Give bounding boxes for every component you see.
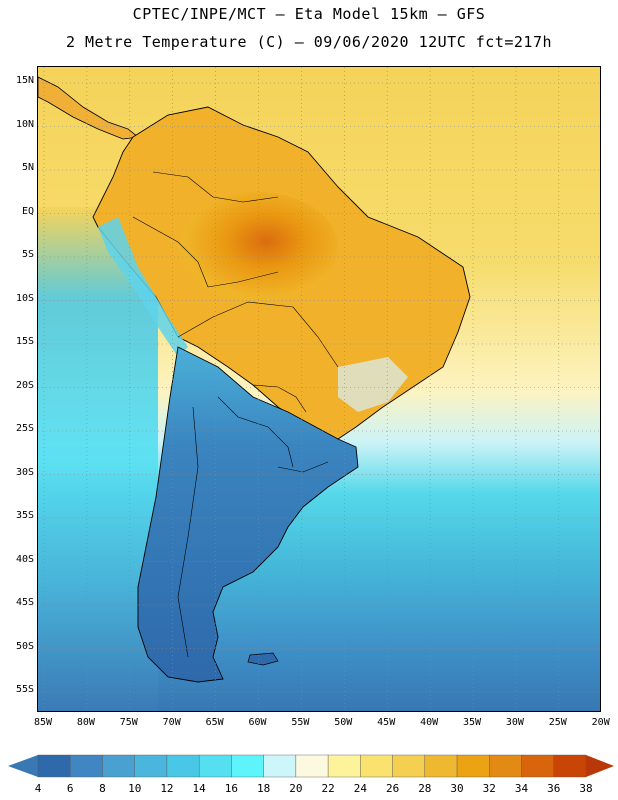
longitude-tick-label: 25W <box>548 717 567 728</box>
longitude-tick-label: 65W <box>205 717 224 728</box>
latitude-tick-label: 15S <box>15 336 34 347</box>
country-borders <box>132 171 339 658</box>
colorbar-box <box>263 754 297 778</box>
colorbar-tick-label: 24 <box>353 782 367 795</box>
longitude-tick-label: 30W <box>505 717 524 728</box>
colorbar-box <box>102 754 135 778</box>
map-canvas <box>38 67 600 711</box>
latitude-tick-label: 10S <box>15 292 34 304</box>
colorbar-tick-label: 30 <box>450 782 464 795</box>
colorbar-box <box>392 754 426 778</box>
longitude-tick-label: 75W <box>119 717 138 728</box>
colorbar-tick-label: 4 <box>34 782 42 795</box>
colorbar-tick-label: 10 <box>128 782 142 795</box>
chart-title-line1: CPTEC/INPE/MCT – Eta Model 15km – GFS <box>132 5 486 23</box>
longitude-tick-label: 40W <box>420 717 439 728</box>
temperature-map <box>37 66 601 712</box>
latitude-tick-label: EQ <box>21 205 34 217</box>
amazon-hot-zone <box>178 192 338 302</box>
latitude-tick-label: 5S <box>21 249 34 260</box>
latitude-tick-label: 50S <box>15 640 34 652</box>
colorbar-tick-label: 20 <box>289 782 303 795</box>
southern-cone <box>137 346 359 683</box>
colorbar-tick-label: 22 <box>321 782 335 795</box>
colorbar-box <box>553 754 587 778</box>
colorbar-box <box>231 754 264 778</box>
colorbar-box <box>166 754 200 778</box>
colorbar-tick-label: 26 <box>385 782 400 795</box>
latitude-tick-label: 10N <box>15 118 34 130</box>
colorbar-tick-label: 12 <box>160 782 174 795</box>
longitude-tick-label: 85W <box>33 717 53 728</box>
longitude-tick-label: 20W <box>591 717 610 728</box>
colorbar-tick-label: 32 <box>482 782 496 795</box>
latitude-tick-label: 30S <box>15 466 34 478</box>
longitude-tick-label: 50W <box>334 717 353 728</box>
colorbar-box <box>327 754 361 778</box>
colorbar-box <box>198 754 232 778</box>
colorbar-tick-label: 38 <box>579 782 593 795</box>
latitude-tick-label: 25S <box>15 423 34 434</box>
latitude-tick-label: 5N <box>21 162 34 173</box>
colorbar-box <box>489 754 522 778</box>
colorbar-box <box>134 754 168 778</box>
colorbar-box <box>456 754 490 778</box>
colorbar-tick-label: 8 <box>99 782 106 795</box>
colorbar-tick-label: 16 <box>224 782 239 795</box>
longitude-tick-label: 55W <box>291 717 310 728</box>
latitude-tick-label: 15N <box>15 75 34 86</box>
longitude-tick-label: 60W <box>248 717 267 728</box>
latitude-tick-label: 20S <box>15 379 34 391</box>
colorbar-tick-label: 18 <box>257 782 271 795</box>
colorbar <box>8 754 614 778</box>
andes-strip <box>98 217 188 357</box>
colorbar-tick-label: 34 <box>514 782 529 795</box>
longitude-tick-label: 45W <box>377 717 396 728</box>
colorbar-box <box>360 754 393 778</box>
colorbar-box <box>424 754 458 778</box>
colorbar-tick-label: 6 <box>66 782 74 795</box>
colorbar-box <box>70 754 103 778</box>
colorbar-box <box>521 754 554 778</box>
latitude-tick-label: 35S <box>15 510 34 521</box>
falkland-islands <box>247 652 279 666</box>
colorbar-min-arrow <box>8 755 38 777</box>
latitude-tick-label: 40S <box>15 553 34 565</box>
central-america <box>38 76 139 140</box>
colorbar-box <box>37 754 71 778</box>
latitude-tick-label: 45S <box>15 597 34 608</box>
colorbar-tick-label: 14 <box>192 782 206 795</box>
brazil-highlands-cool <box>338 357 408 412</box>
colorbar-tick-label: 28 <box>418 782 432 795</box>
longitude-tick-label: 80W <box>76 717 95 728</box>
colorbar-max-arrow <box>586 755 614 777</box>
longitude-tick-label: 70W <box>162 717 181 728</box>
latitude-tick-label: 55S <box>15 684 34 695</box>
colorbar-tick-label: 36 <box>547 782 561 795</box>
longitude-tick-label: 35W <box>462 717 482 728</box>
colorbar-box <box>295 754 329 778</box>
chart-title-line2: 2 Metre Temperature (C) – 09/06/2020 12U… <box>65 33 553 51</box>
